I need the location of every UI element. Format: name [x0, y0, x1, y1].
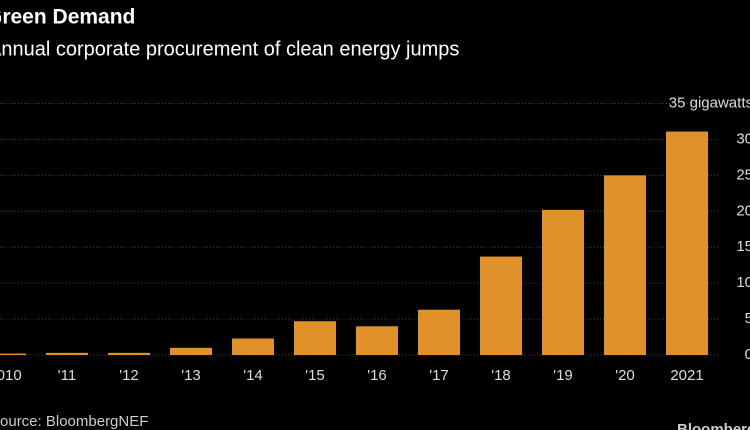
- bar: [480, 256, 522, 355]
- y-tick-label: 25: [736, 166, 750, 183]
- y-tick-label: 30: [736, 130, 750, 147]
- bar: [294, 321, 336, 355]
- bar: [666, 131, 708, 355]
- bar: [170, 347, 212, 355]
- x-tick-label: '14: [243, 367, 263, 384]
- x-tick-label: '11: [58, 367, 76, 384]
- x-tick-label: '13: [181, 367, 201, 384]
- y-tick-label: 35 gigawatts: [669, 94, 750, 111]
- x-tick-label: '17: [429, 367, 449, 384]
- y-tick-label: 20: [736, 202, 750, 219]
- x-tick-label: '15: [305, 367, 325, 384]
- y-tick-label: 0: [745, 346, 750, 363]
- bar: [542, 209, 584, 355]
- chart-subtitle: Annual corporate procurement of clean en…: [0, 38, 459, 60]
- y-tick-label: 15: [736, 238, 750, 255]
- x-tick-label: 2021: [670, 367, 703, 384]
- source: Source: BloombergNEF: [0, 413, 148, 430]
- bar: [418, 309, 460, 355]
- x-tick-label: '19: [553, 367, 573, 384]
- bar: [232, 338, 274, 355]
- y-tick-label: 10: [736, 274, 750, 291]
- x-tick-label: '18: [491, 367, 511, 384]
- bar: [604, 175, 646, 355]
- x-tick-label: '16: [367, 367, 387, 384]
- brand: Bloomberg: [677, 421, 750, 430]
- y-tick-label: 5: [745, 310, 750, 327]
- x-tick-label: 2010: [0, 367, 22, 384]
- x-tick-label: '20: [615, 367, 635, 384]
- x-tick-label: '12: [119, 367, 139, 384]
- bar: [46, 352, 88, 355]
- chart-title: Green Demand: [0, 6, 135, 29]
- bar: [108, 352, 150, 355]
- bar: [356, 326, 398, 355]
- bar: [0, 353, 26, 355]
